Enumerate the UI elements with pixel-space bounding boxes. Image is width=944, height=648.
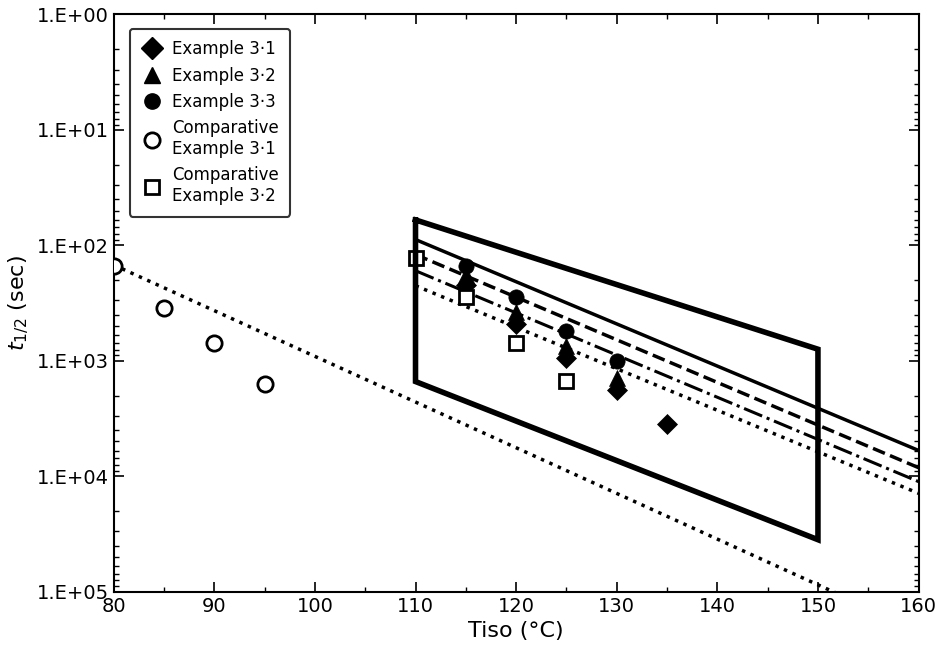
X-axis label: Tiso (°C): Tiso (°C) (468, 621, 564, 641)
Y-axis label: $t_{1/2}$ (sec): $t_{1/2}$ (sec) (7, 255, 31, 351)
Legend: Example 3·1, Example 3·2, Example 3·3, Comparative
Example 3·1, Comparative
Exam: Example 3·1, Example 3·2, Example 3·3, C… (130, 29, 290, 217)
